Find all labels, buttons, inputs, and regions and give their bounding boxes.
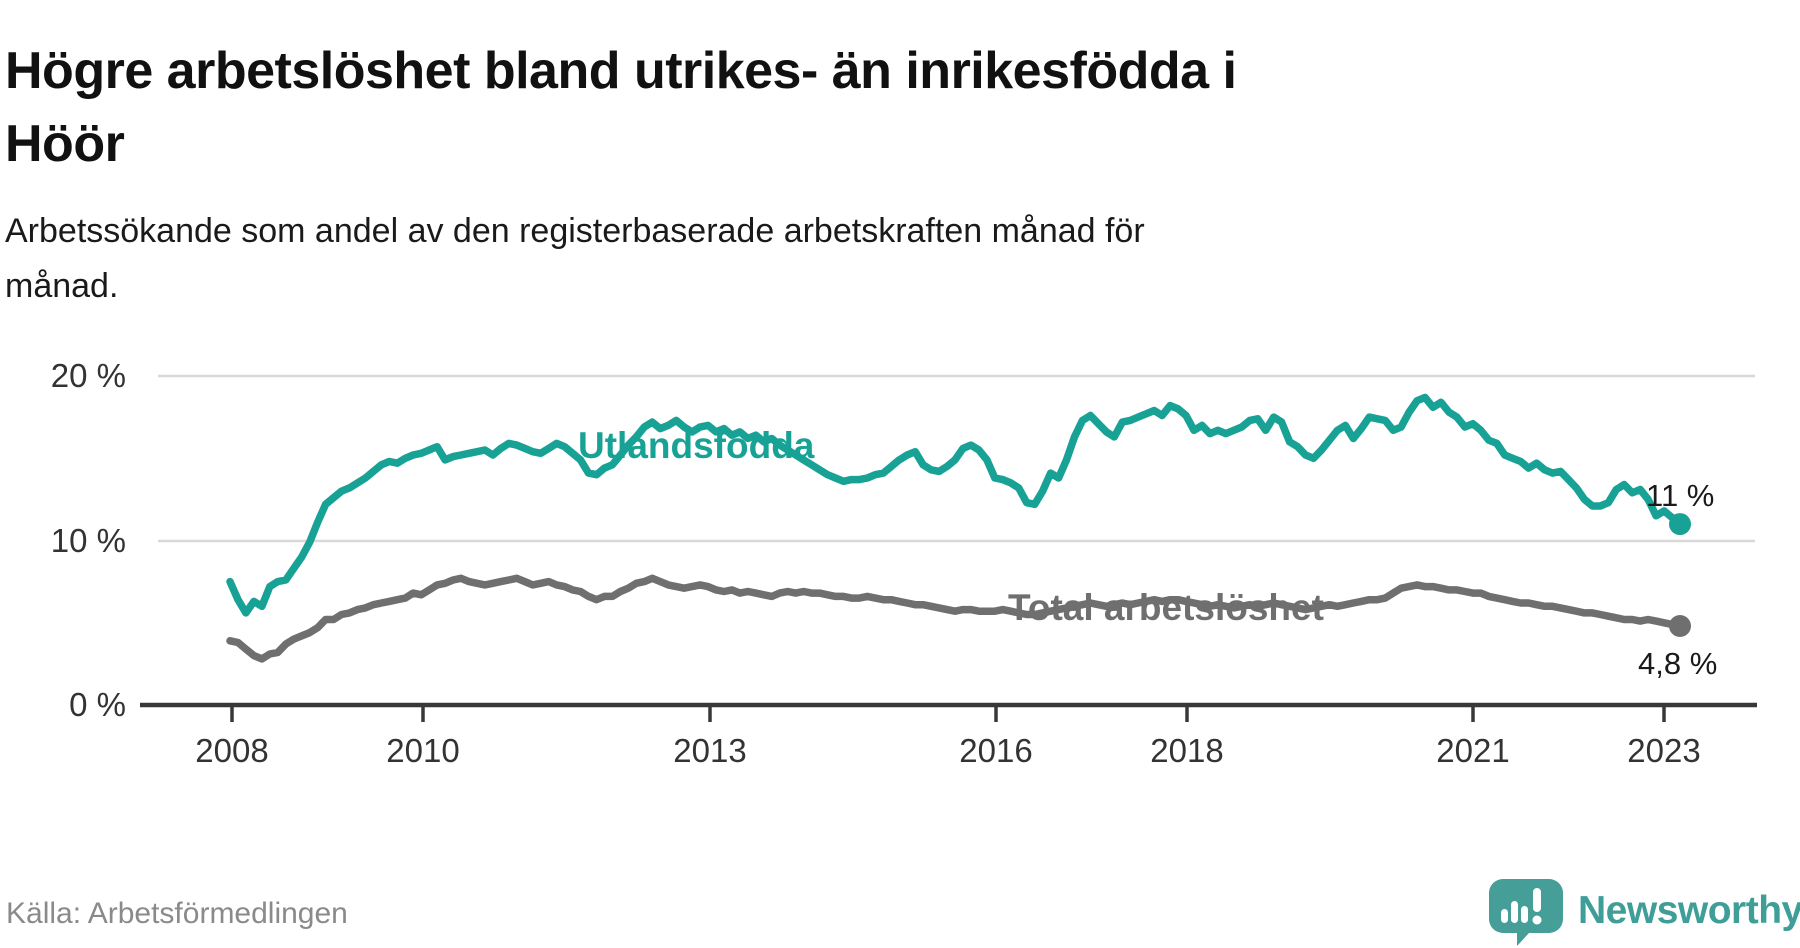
brand-name: Newsworthy — [1578, 889, 1800, 932]
y-tick-label-0: 0 % — [69, 686, 126, 723]
series-endpoint-dot-utlandsfodda — [1669, 513, 1691, 536]
series-label-total: Total arbetslöshet — [1008, 587, 1324, 628]
page-title-line2: Höör — [5, 114, 125, 173]
page-title: Högre arbetslöshet bland utrikes- än inr… — [5, 35, 1565, 181]
newsworthy-bubble-chart-icon — [1489, 879, 1563, 946]
x-axis: 2008 2010 2013 2016 2018 2021 2023 — [140, 702, 1757, 769]
end-value-label-utlandsfodda: 11 % — [1646, 478, 1714, 513]
bar-chart-glyph — [1501, 888, 1542, 925]
x-tick-label-2021: 2021 — [1436, 732, 1509, 769]
x-tick-label-2023: 2023 — [1627, 732, 1700, 769]
series-lines — [226, 393, 1691, 663]
end-value-label-total: 4,8 % — [1638, 646, 1717, 681]
x-tick-label-2010: 2010 — [386, 732, 459, 769]
series-line-total — [226, 574, 1684, 663]
x-tick-label-2013: 2013 — [673, 732, 746, 769]
series-annotations: Utlandsfödda Total arbetslöshet 11 % 4,8… — [578, 425, 1717, 681]
page-subtitle-line1: Arbetssökande som andel av den registerb… — [5, 212, 1145, 250]
source-attribution: Källa: Arbetsförmedlingen — [6, 897, 348, 930]
page-title-line1: Högre arbetslöshet bland utrikes- än inr… — [5, 41, 1237, 100]
line-chart: 20 % 10 % 0 % 2008 2010 2013 2016 2018 2… — [51, 357, 1757, 769]
x-tick-label-2008: 2008 — [195, 732, 268, 769]
series-label-utlandsfodda: Utlandsfödda — [578, 425, 815, 466]
page-subtitle-line2: månad. — [5, 267, 119, 305]
series-line-utlandsfodda — [226, 393, 1684, 617]
series-endpoint-dot-total — [1669, 615, 1691, 637]
y-tick-label-20: 20 % — [51, 357, 126, 394]
brand-logo: Newsworthy — [1488, 878, 1800, 948]
gridlines — [158, 374, 1755, 543]
page-subtitle: Arbetssökande som andel av den registerb… — [5, 204, 1565, 314]
y-tick-label-10: 10 % — [51, 522, 126, 559]
y-axis-labels: 20 % 10 % 0 % — [51, 357, 126, 723]
x-tick-label-2018: 2018 — [1150, 732, 1223, 769]
x-tick-label-2016: 2016 — [959, 732, 1032, 769]
